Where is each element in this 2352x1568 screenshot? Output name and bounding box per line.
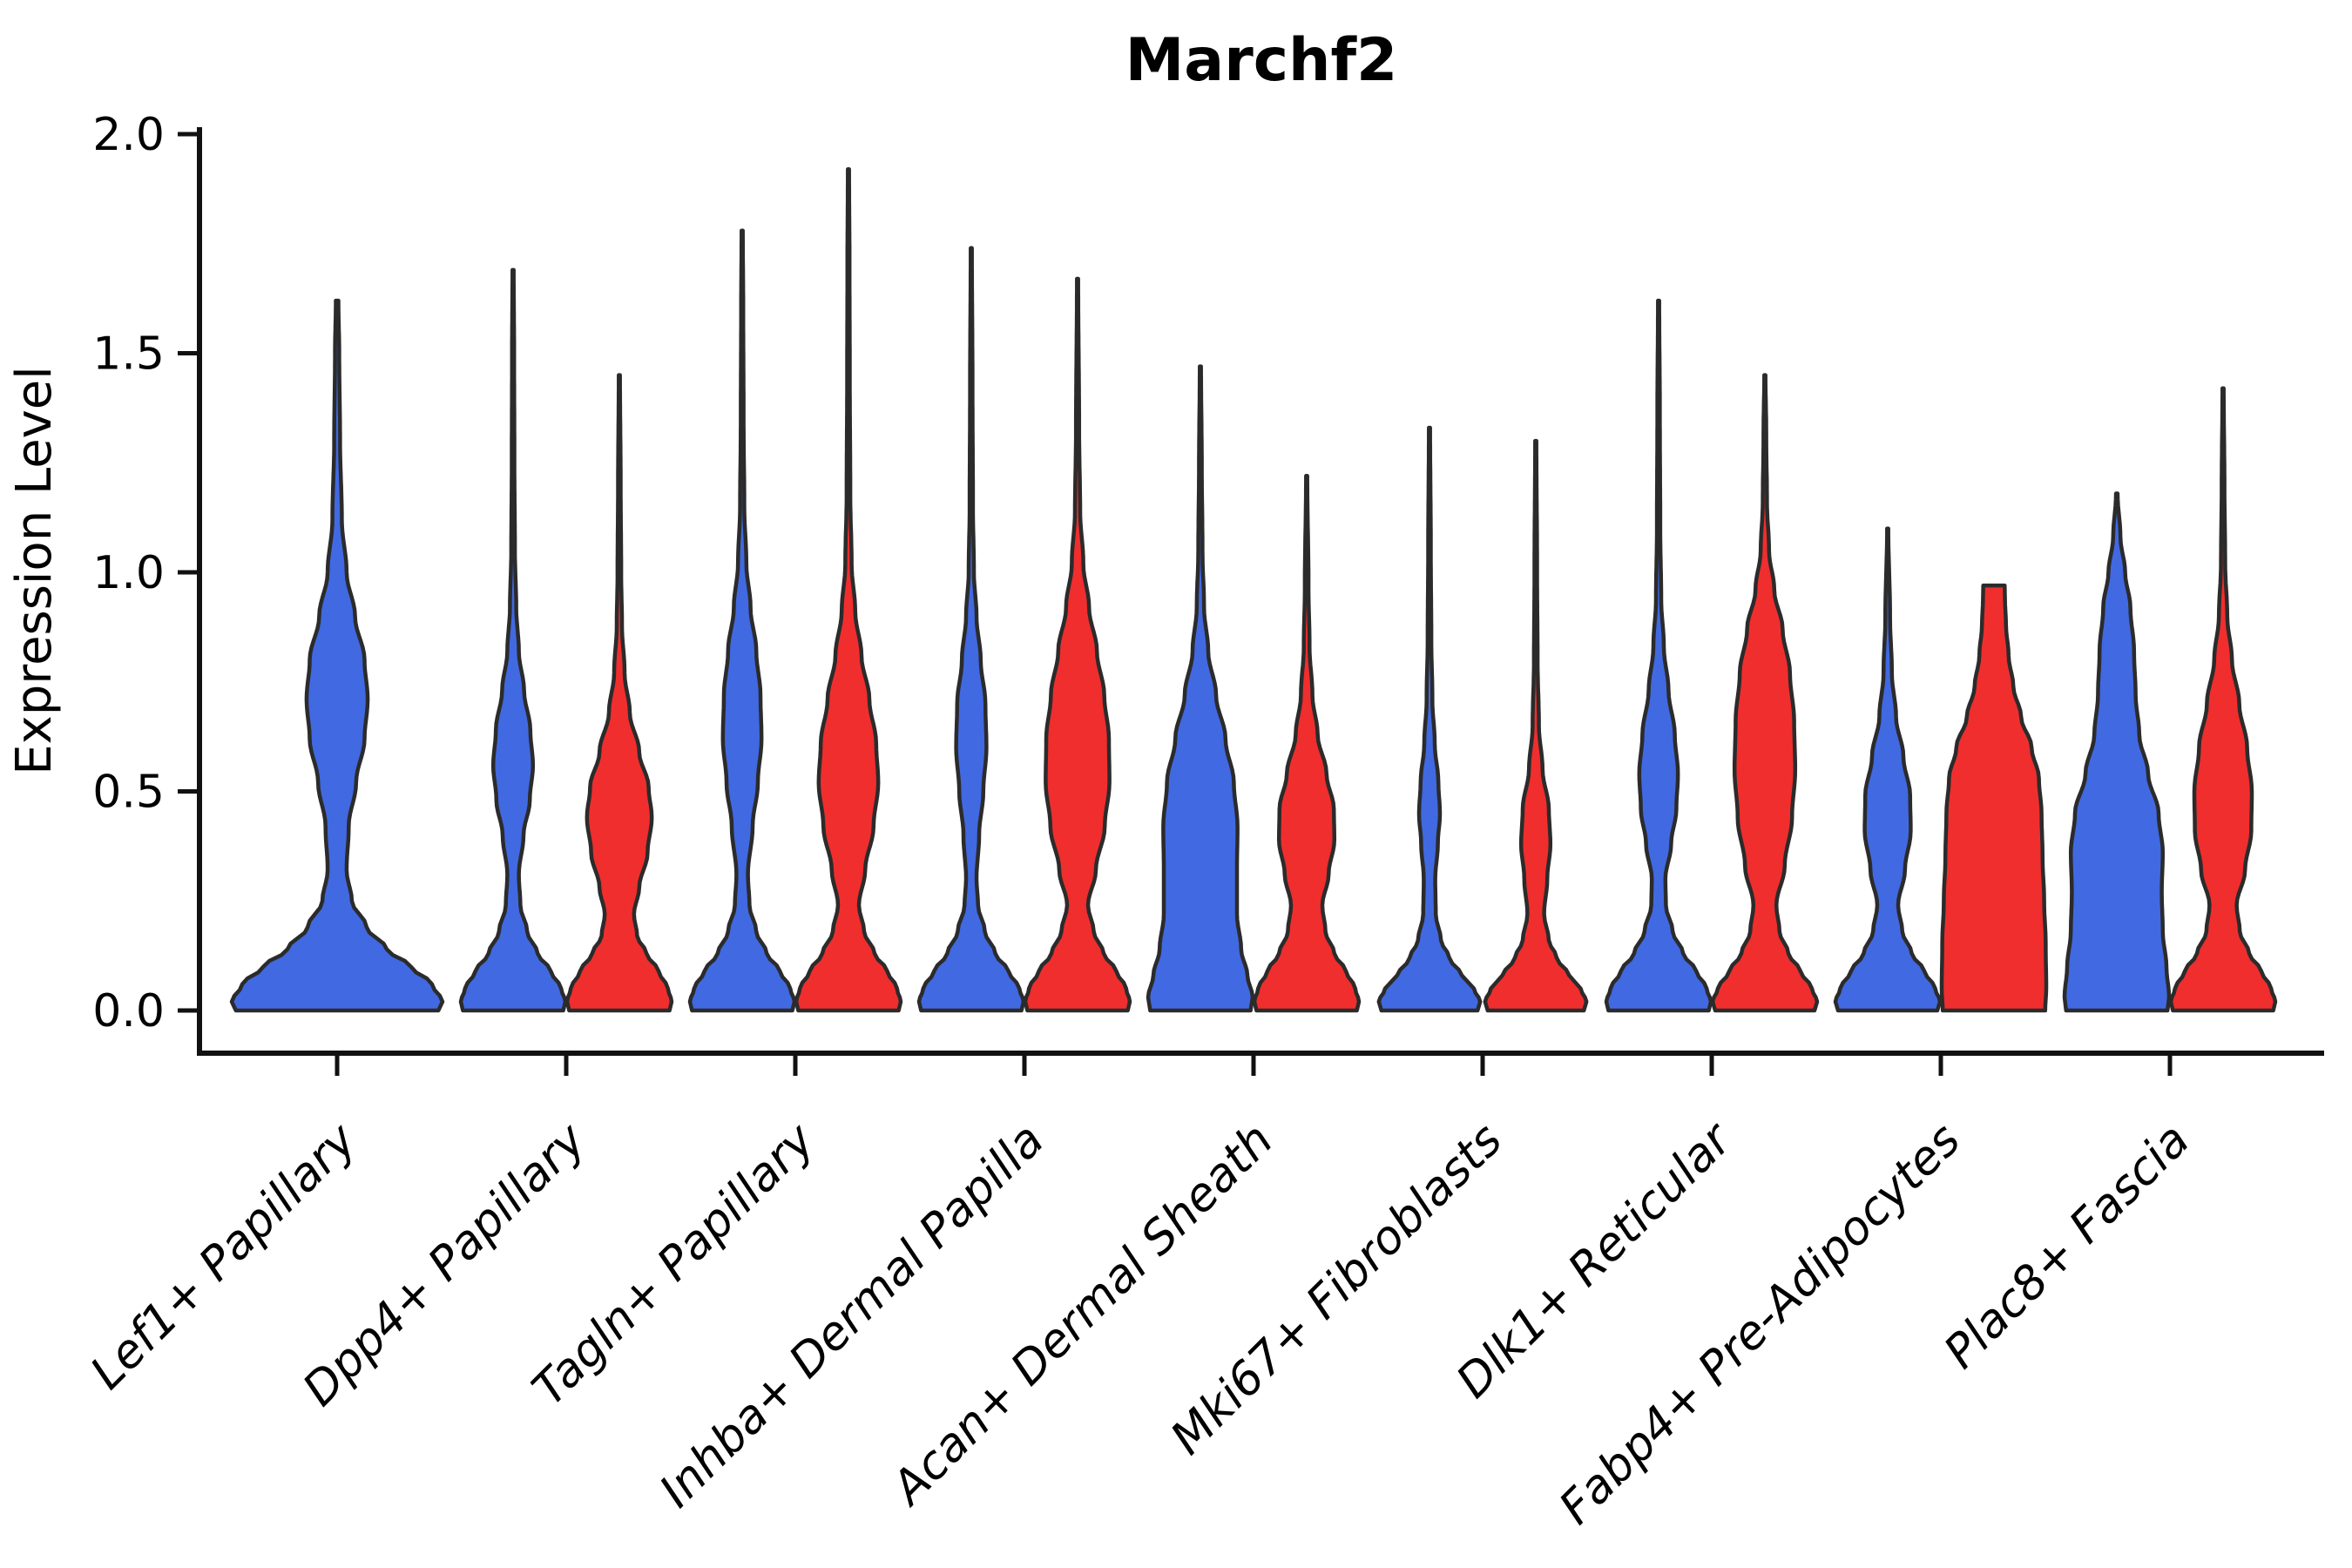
- x-tick-label-inhba-dermal-papilla: Inhba+ Dermal Papilla: [650, 1113, 1054, 1517]
- violin-fabp4-pre-adipocytes-red: [1939, 583, 2049, 1013]
- violin-plac8-fascia-blue: [2062, 491, 2172, 1013]
- x-tick-label-acan-dermal-sheath: Acan+ Dermal Sheath: [881, 1113, 1284, 1517]
- violin-acan-dermal-sheath-red: [1252, 474, 1362, 1013]
- y-tick-label: 1.0: [92, 547, 165, 599]
- violin-dpp4-papillary-red: [564, 373, 674, 1013]
- violin-inhba-dermal-papilla-red: [1023, 276, 1132, 1013]
- violin-tagln-papillary-blue: [687, 228, 797, 1013]
- y-tick-labels: 0.0 0.5 1.0 1.5 2.0: [92, 109, 165, 1037]
- violin-tagln-papillary-red: [794, 166, 903, 1013]
- violin-dlk1-reticular-blue: [1604, 298, 1713, 1013]
- violin-plac8-fascia-red: [2168, 386, 2278, 1013]
- y-tick-label: 2.0: [92, 109, 165, 161]
- chart-title: Marchf2: [1125, 26, 1398, 95]
- violins-layer: [229, 166, 2278, 1013]
- violin-mki67-fibroblasts-blue: [1376, 425, 1483, 1013]
- y-tick-label: 0.0: [92, 985, 165, 1037]
- violin-dpp4-papillary-blue: [458, 267, 568, 1013]
- y-tick-label: 1.5: [92, 328, 165, 381]
- y-axis-label: Expression Level: [6, 366, 63, 775]
- violin-fabp4-pre-adipocytes-blue: [1833, 526, 1943, 1013]
- y-tick-label: 0.5: [92, 767, 165, 819]
- axes-layer: [178, 127, 2324, 1076]
- violin-lef1-papillary-blue: [229, 298, 445, 1013]
- violin-dlk1-reticular-red: [1710, 373, 1820, 1013]
- violin-inhba-dermal-papilla-blue: [916, 246, 1026, 1013]
- violin-acan-dermal-sheath-blue: [1146, 364, 1255, 1013]
- violin-mki67-fibroblasts-red: [1483, 438, 1589, 1013]
- x-tick-label-plac8-fascia: Plac8+ Fascia: [1934, 1113, 2200, 1379]
- x-tick-label-fabp4-pre-adipocytes: Fabp4+ Pre-Adipocytes: [1550, 1113, 1971, 1535]
